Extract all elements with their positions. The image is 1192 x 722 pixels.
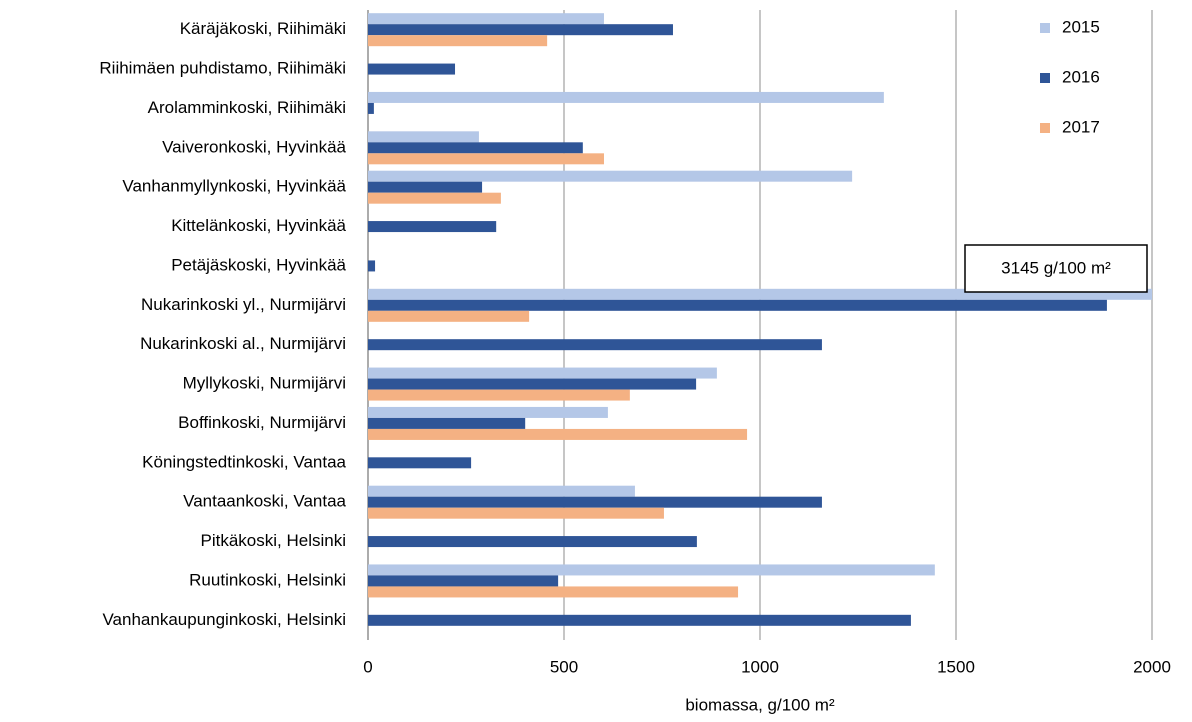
y-tick-label: Arolamminkoski, Riihimäki: [148, 98, 346, 117]
bar: [368, 428, 748, 440]
bar: [368, 457, 472, 469]
bar: [368, 507, 664, 519]
x-tick-label: 1500: [937, 657, 975, 676]
bar: [368, 496, 822, 508]
legend-swatch: [1040, 123, 1050, 133]
y-tick-label: Vaiveronkoski, Hyvinkää: [162, 137, 346, 156]
x-tick-label: 0: [363, 657, 372, 676]
bar: [368, 181, 483, 193]
y-tick-label: Petäjäskoski, Hyvinkää: [171, 255, 346, 274]
bar: [368, 24, 673, 36]
y-tick-label: Nukarinkoski al., Nurmijärvi: [140, 334, 346, 353]
bar: [368, 339, 822, 351]
bar: [368, 417, 526, 429]
x-axis-label: biomassa, g/100 m²: [685, 695, 835, 714]
bar: [368, 564, 935, 576]
bar: [368, 614, 911, 626]
bar: [368, 192, 501, 204]
bar: [368, 536, 697, 548]
bar: [368, 131, 479, 143]
bar: [368, 288, 1152, 300]
annotation-box: [964, 244, 1148, 293]
y-tick-label: Vanhankaupunginkoski, Helsinki: [102, 610, 346, 629]
legend-swatch: [1040, 23, 1050, 33]
bar: [368, 221, 497, 233]
x-tick-label: 2000: [1133, 657, 1171, 676]
bar: [368, 389, 630, 401]
y-tick-label: Nukarinkoski yl., Nurmijärvi: [141, 295, 346, 314]
y-tick-label: Köningstedtinkoski, Vantaa: [142, 452, 346, 471]
bar: [368, 260, 376, 272]
legend-label: 2016: [1062, 67, 1100, 86]
bar: [368, 310, 530, 322]
bar: [368, 575, 559, 587]
bar: [368, 170, 853, 182]
legend-label: 2015: [1062, 17, 1100, 36]
bar: [368, 35, 548, 47]
bar: [368, 91, 884, 103]
y-tick-label: Myllykoski, Nurmijärvi: [183, 374, 346, 393]
bar: [368, 63, 456, 75]
y-tick-label: Vanhanmyllynkoski, Hyvinkää: [122, 177, 346, 196]
bar: [368, 586, 739, 598]
bar: [368, 13, 604, 25]
bar: [368, 102, 374, 114]
x-tick-label: 1000: [741, 657, 779, 676]
bar: [368, 406, 608, 418]
y-tick-label: Ruutinkoski, Helsinki: [189, 570, 346, 589]
y-tick-label: Pitkäkoski, Helsinki: [201, 531, 347, 550]
y-tick-label: Riihimäen puhdistamo, Riihimäki: [99, 59, 346, 78]
annotation: 3145 g/100 m²: [1001, 258, 1111, 277]
bar: [368, 142, 583, 154]
bar: [368, 299, 1107, 311]
bar: [368, 367, 717, 379]
y-tick-label: Boffinkoski, Nurmijärvi: [178, 413, 346, 432]
bar: [368, 378, 697, 390]
bars: [368, 13, 1152, 626]
y-tick-label: Käräjäkoski, Riihimäki: [180, 19, 346, 38]
y-tick-label: Vantaankoski, Vantaa: [183, 492, 346, 511]
x-tick-label: 500: [550, 657, 578, 676]
legend-label: 2017: [1062, 117, 1100, 136]
y-tick-label: Kittelänkoski, Hyvinkää: [171, 216, 346, 235]
legend-swatch: [1040, 73, 1050, 83]
bar: [368, 485, 635, 497]
bar: [368, 153, 604, 165]
